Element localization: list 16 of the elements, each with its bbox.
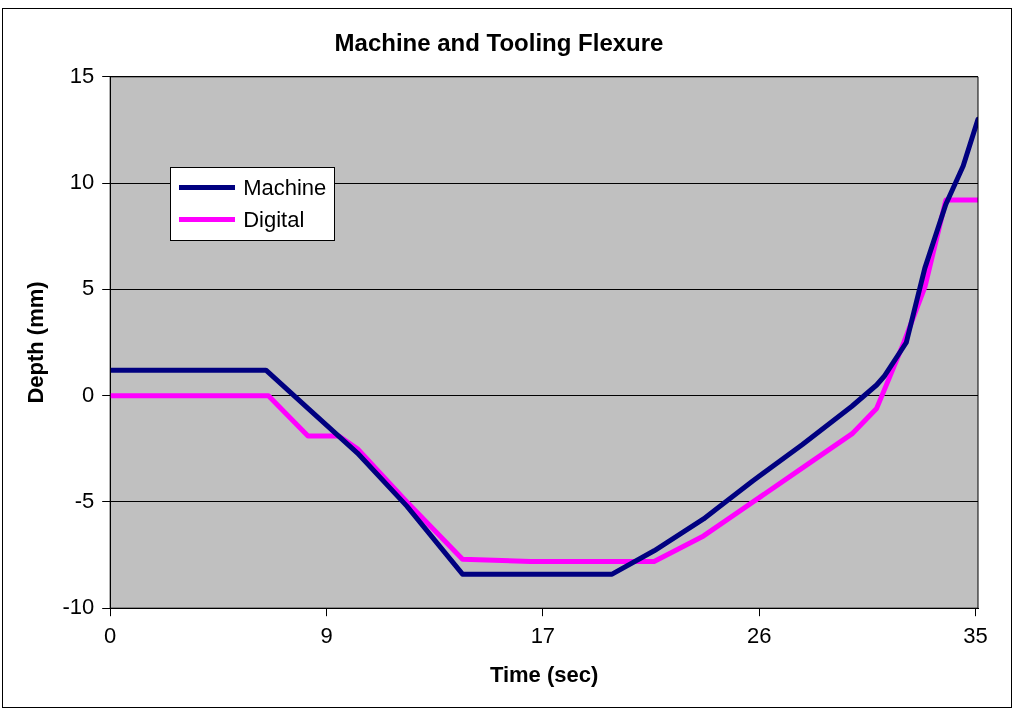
x-tick-label: 17 (530, 623, 556, 649)
x-axis-title: Time (sec) (489, 661, 599, 687)
legend-label: Machine (243, 174, 327, 201)
y-tick-label: 10 (69, 169, 95, 195)
x-tick-label: 26 (746, 623, 772, 649)
x-tick-label: 0 (104, 623, 117, 649)
legend-label: Digital (243, 206, 305, 233)
x-tick-label: 9 (320, 623, 333, 649)
chart-title: Machine and Tooling Flexure (334, 29, 664, 57)
y-tick-label: 0 (81, 381, 95, 407)
y-tick-label: -5 (74, 487, 95, 513)
x-tick-label: 35 (963, 623, 988, 649)
y-tick-label: 5 (81, 275, 95, 301)
y-tick-label: 15 (69, 62, 95, 88)
y-axis-title: Depth (mm) (23, 281, 49, 404)
y-tick-label: -10 (62, 594, 95, 620)
